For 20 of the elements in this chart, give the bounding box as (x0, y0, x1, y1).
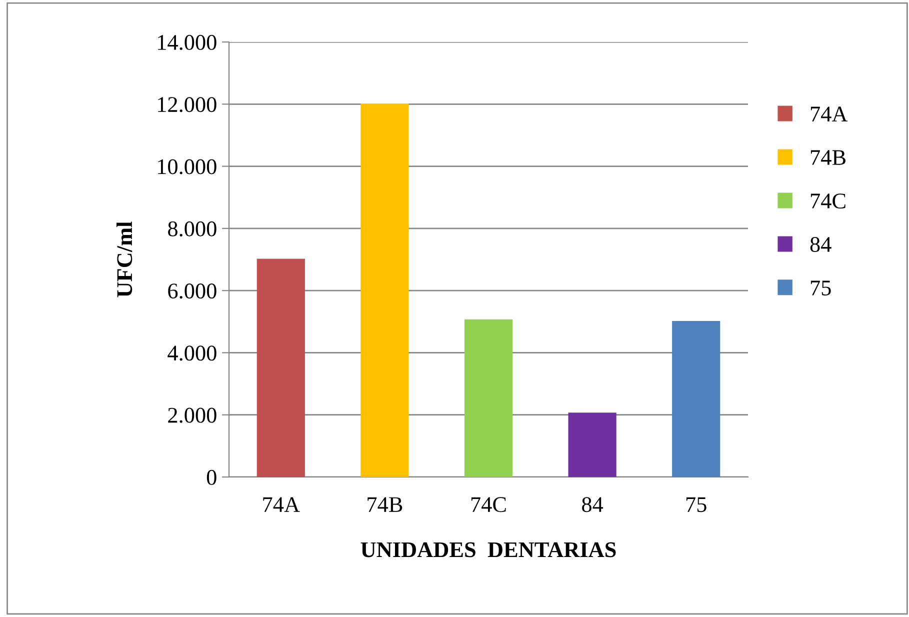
legend-label: 74C (810, 194, 846, 209)
legend-label: 74B (810, 150, 846, 165)
y-tick-label: 4.000 (168, 346, 216, 361)
legend-label: 84 (810, 237, 832, 252)
x-tick-label: 74C (471, 497, 506, 512)
x-tick-label: 74B (368, 497, 402, 512)
y-tick-label: 14.000 (158, 34, 216, 50)
x-tick-label: 84 (582, 497, 604, 512)
x-axis-title: UNIDADES DENTARIAS (360, 542, 616, 558)
legend-label: 74A (810, 106, 848, 122)
y-tick-label: 2.000 (168, 408, 216, 423)
y-tick-label: 0 (206, 470, 216, 485)
legend-label: 75 (810, 280, 831, 296)
x-tick-label: 74A (263, 497, 300, 512)
y-tick-label: 8.000 (168, 221, 216, 236)
y-tick-label: 10.000 (158, 159, 216, 174)
y-axis-title: UFC/ml (116, 222, 132, 298)
x-tick-label: 75 (686, 497, 706, 512)
y-tick-label: 12.000 (158, 97, 216, 112)
y-tick-label: 6.000 (168, 284, 216, 299)
